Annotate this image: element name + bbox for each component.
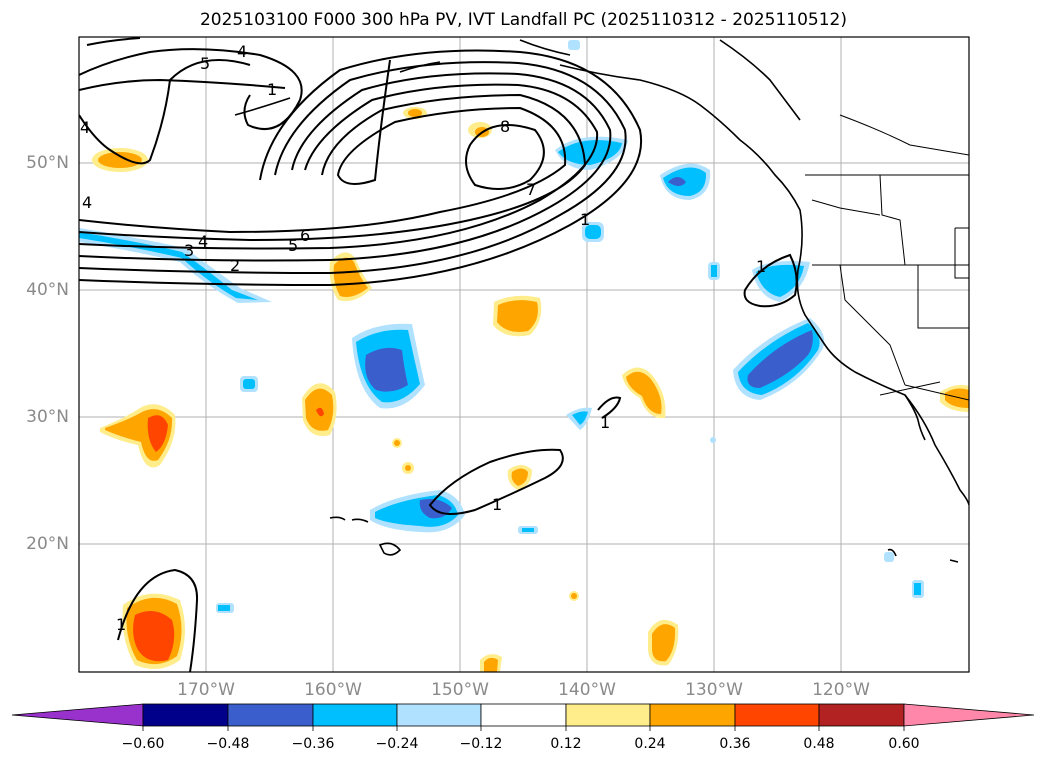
lat-label: 30°N — [26, 407, 69, 427]
contour-label: 7 — [526, 180, 536, 199]
colorbar-tick-label: 0.36 — [719, 736, 751, 752]
contour-label: 5 — [200, 54, 210, 73]
lon-label: 120°W — [812, 680, 870, 700]
colorbar-tick-label: 0.48 — [803, 736, 835, 752]
lat-label: 50°N — [26, 153, 69, 173]
lon-label: 160°W — [304, 680, 362, 700]
contour-label: 1 — [580, 210, 590, 229]
map-title: 2025103100 F000 300 hPa PV, IVT Landfall… — [199, 10, 847, 30]
map-frame-bg — [79, 37, 969, 672]
lon-label: 140°W — [558, 680, 616, 700]
contour-label: 4 — [198, 232, 208, 251]
contour-label: 1 — [756, 257, 766, 276]
lat-label: 40°N — [26, 280, 69, 300]
colorbar-tick-label: 0.60 — [888, 736, 920, 752]
colorbar-tick-label: −0.12 — [459, 736, 503, 752]
contour-label: 1 — [116, 615, 126, 634]
contour-label: 4 — [82, 193, 92, 212]
contour-label: 1 — [267, 80, 277, 99]
colorbar-tick-label: −0.36 — [291, 736, 335, 752]
colorbar-tick-label: −0.60 — [121, 736, 165, 752]
contour-label: 8 — [500, 117, 510, 136]
colorbar-max-extend — [903, 703, 1035, 727]
contour-label: 6 — [300, 226, 310, 245]
colorbar-min-extend — [11, 703, 144, 727]
contour-labels: 5 4 4 1 8 7 4 6 5 4 3 2 1 1 1 1 1 — [80, 42, 766, 634]
contour-label: 2 — [230, 256, 240, 275]
contour-label: 1 — [492, 495, 502, 514]
colorbar-tick-label: −0.24 — [375, 736, 419, 752]
lat-label: 20°N — [26, 534, 69, 554]
contour-label: 3 — [184, 241, 194, 260]
borders — [805, 114, 969, 401]
contour-label: 1 — [600, 413, 610, 432]
contour-label: 5 — [288, 236, 298, 255]
lon-label: 170°W — [177, 680, 235, 700]
lon-label: 150°W — [431, 680, 489, 700]
map-border — [78, 36, 970, 673]
lon-label: 130°W — [685, 680, 743, 700]
colorbar-tick-label: 0.12 — [550, 736, 582, 752]
colorbar — [11, 703, 1035, 731]
contour-label: 4 — [80, 118, 90, 137]
gridlines — [79, 37, 969, 672]
colorbar-tick-label: 0.24 — [634, 736, 666, 752]
pv-contours — [79, 37, 798, 672]
colorbar-tick-label: −0.48 — [206, 736, 250, 752]
contour-label: 4 — [237, 42, 247, 61]
coastline — [234, 39, 969, 563]
